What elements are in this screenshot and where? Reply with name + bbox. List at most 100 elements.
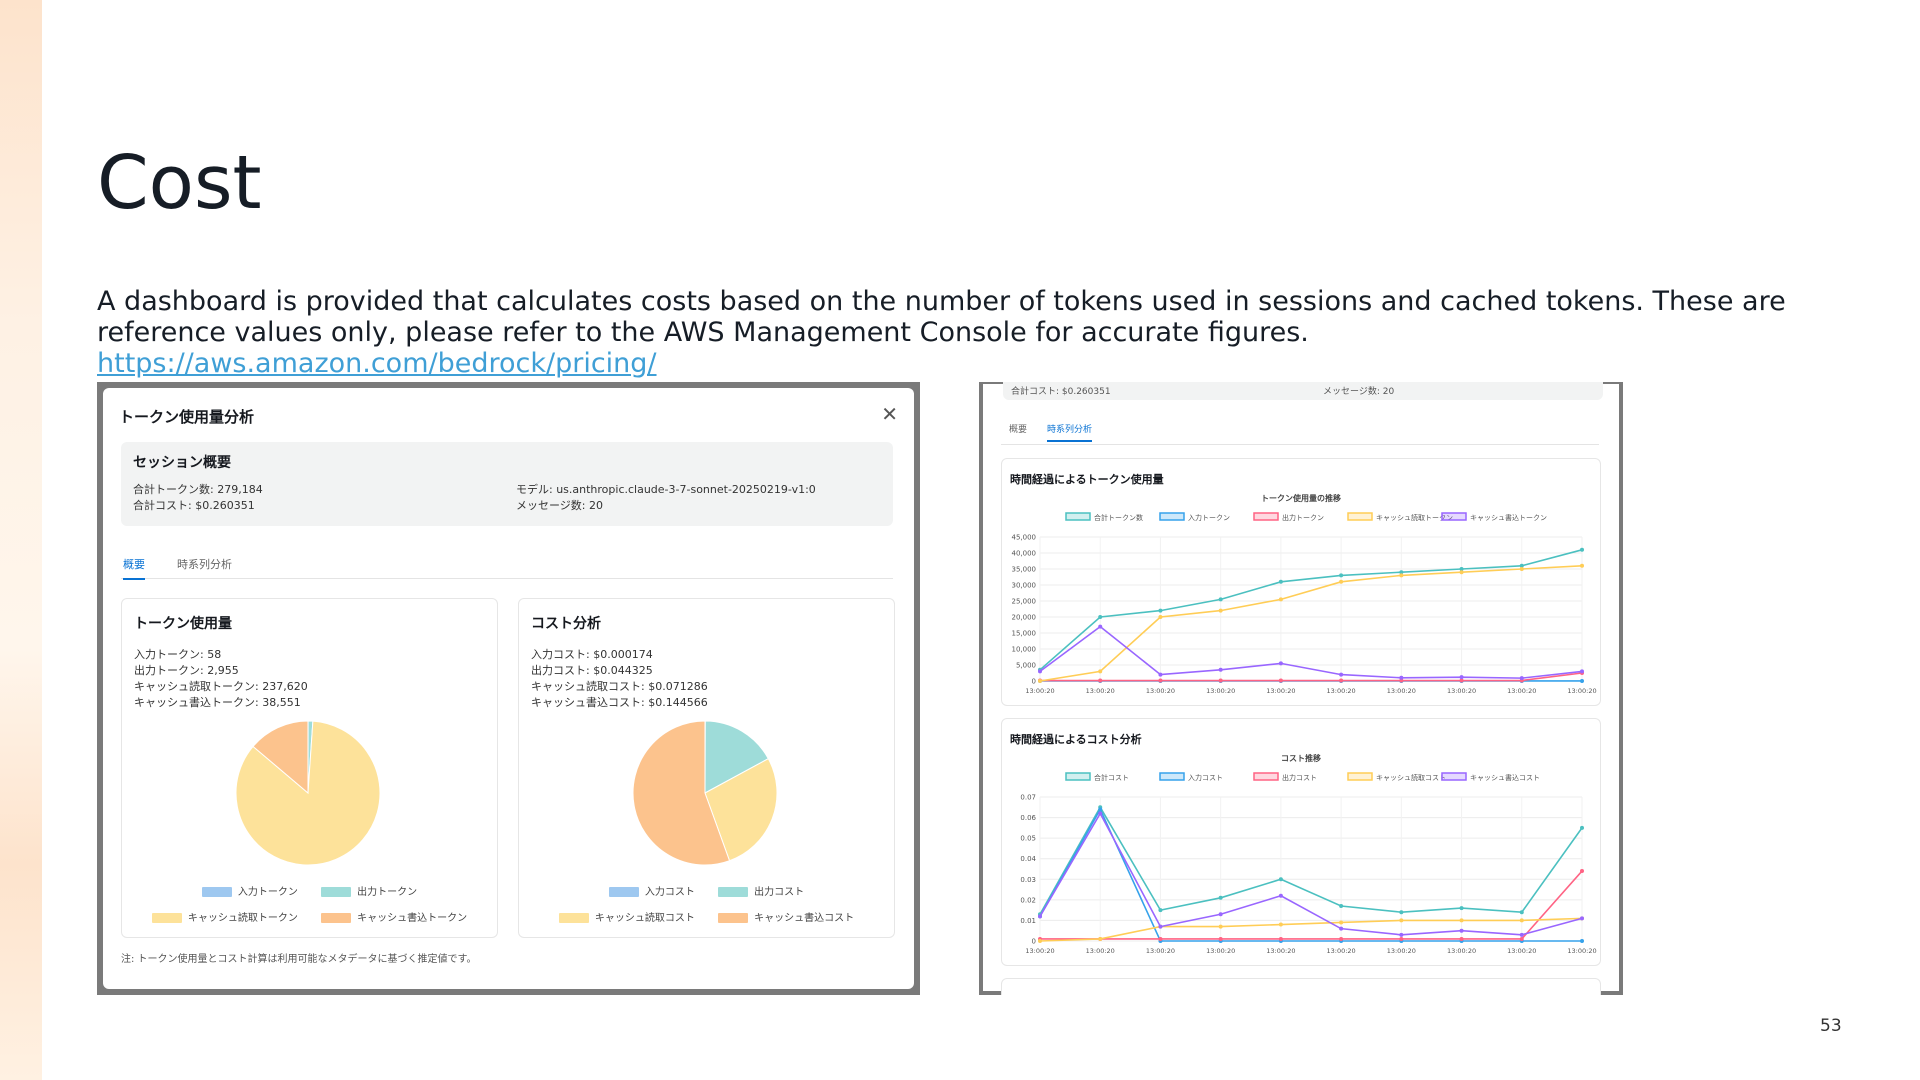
series-point xyxy=(1158,924,1163,929)
series-point xyxy=(1158,672,1163,677)
series-point xyxy=(1038,679,1042,683)
description-text: A dashboard is provided that calculates … xyxy=(97,286,1786,348)
legend-cache-read-cost[interactable]: キャッシュ読取コスト xyxy=(558,909,695,924)
tab-overview[interactable]: 概要 xyxy=(1009,425,1028,435)
series-point xyxy=(1278,579,1283,584)
series-line-0 xyxy=(1039,549,1583,671)
cost-pie-chart xyxy=(632,720,778,866)
series-point xyxy=(1218,678,1223,683)
legend-cache-write-tokens[interactable]: キャッシュ書込トークン xyxy=(321,909,467,924)
x-tick-label: 13:00:20 xyxy=(1327,687,1356,695)
pie-slice-3 xyxy=(252,720,309,795)
y-tick-label: 0.06 xyxy=(1020,814,1036,822)
svg-text:キャッシュ書込トークン: キャッシュ書込トークン xyxy=(1470,513,1547,522)
x-tick-label: 13:00:20 xyxy=(1387,687,1416,695)
series-point xyxy=(1459,567,1464,571)
x-tick-label: 13:00:20 xyxy=(1206,947,1235,955)
series-point xyxy=(1580,869,1584,874)
legend-item-4[interactable]: キャッシュ書込トークン xyxy=(1441,512,1547,522)
total-tokens: 合計トークン数: 279,184 xyxy=(133,483,263,496)
series-point xyxy=(1278,678,1283,683)
legend-input-cost[interactable]: 入力コスト xyxy=(608,883,695,898)
series-line-4 xyxy=(1039,625,1583,679)
series-line-4 xyxy=(1039,811,1583,936)
series-point xyxy=(1158,936,1163,941)
legend-item-4[interactable]: キャッシュ書込コスト xyxy=(1441,772,1540,782)
series-point xyxy=(1158,678,1163,683)
legend-output-tokens[interactable]: 出力トークン xyxy=(321,883,417,898)
x-tick-label: 13:00:20 xyxy=(1025,687,1054,695)
cache-write-cost: キャッシュ書込コスト: $0.144566 xyxy=(531,696,708,709)
x-tick-label: 13:00:20 xyxy=(1567,687,1596,695)
series-point xyxy=(1218,608,1223,613)
legend-item-2[interactable]: 出力コスト xyxy=(1253,772,1317,782)
legend-item-1[interactable]: 入力コスト xyxy=(1159,772,1223,782)
legend-swatch xyxy=(608,887,639,897)
legend-input-tokens[interactable]: 入力トークン xyxy=(201,883,298,898)
tab-overview[interactable]: 概要 xyxy=(123,556,145,580)
chart-title: コスト推移 xyxy=(1281,753,1321,763)
legend-item-2[interactable]: 出力トークン xyxy=(1253,512,1324,522)
y-tick-label: 0 xyxy=(1032,938,1036,946)
message-count: メッセージ数: 20 xyxy=(516,499,603,512)
clipped-message-count: メッセージ数: 20 xyxy=(1323,387,1395,397)
series-point xyxy=(1339,904,1344,909)
series-point xyxy=(1459,678,1464,683)
series-line-0 xyxy=(1039,805,1583,915)
legend-item-1[interactable]: 入力トークン xyxy=(1159,512,1230,522)
svg-text:出力トークン: 出力トークン xyxy=(1282,513,1324,522)
legend-item-3[interactable]: キャッシュ読取コスト xyxy=(1347,772,1446,782)
cache-read-cost: キャッシュ読取コスト: $0.071286 xyxy=(531,680,708,693)
series-point xyxy=(1580,678,1584,683)
session-summary: セッション概要 合計トークン数: 279,184 合計コスト: $0.26035… xyxy=(121,442,893,526)
series-point xyxy=(1278,936,1283,941)
legend-swatch xyxy=(718,913,749,923)
legend-swatch xyxy=(321,887,352,897)
y-tick-label: 25,000 xyxy=(1012,598,1037,606)
legend-output-cost[interactable]: 出力コスト xyxy=(718,883,804,898)
series-line-2 xyxy=(1040,870,1583,940)
series-point xyxy=(1098,807,1103,812)
legend-cache-write-cost[interactable]: キャッシュ書込コスト xyxy=(718,909,854,924)
series-point xyxy=(1038,914,1042,919)
close-icon[interactable]: ✕ xyxy=(881,402,898,426)
token-usage-panel: 時間経過によるトークン使用量 トークン使用量の推移 合計トークン数 入力トークン 出力… xyxy=(1001,458,1601,706)
pricing-link[interactable]: https://aws.amazon.com/bedrock/pricing/ xyxy=(97,348,657,379)
y-tick-label: 10,000 xyxy=(1012,646,1037,654)
svg-text:キャッシュ読取コスト: キャッシュ読取コスト xyxy=(1376,773,1446,782)
series-point xyxy=(1339,579,1344,584)
y-tick-label: 35,000 xyxy=(1012,566,1037,574)
series-line-3 xyxy=(1039,917,1583,942)
series-point xyxy=(1519,918,1524,923)
series-point xyxy=(1459,918,1464,923)
tab-timeseries[interactable]: 時系列分析 xyxy=(1047,422,1093,442)
series-point xyxy=(1339,920,1344,925)
token-card-title: トークン使用量 xyxy=(134,616,232,632)
series-point xyxy=(1580,669,1584,674)
svg-text:合計トークン数: 合計トークン数 xyxy=(1094,513,1143,522)
y-tick-label: 45,000 xyxy=(1012,534,1037,542)
screenshot-overview: トークン使用量分析 ✕ セッション概要 合計トークン数: 279,184 合計コ… xyxy=(97,382,920,995)
series-point xyxy=(1098,936,1103,941)
legend-cache-read-tokens[interactable]: キャッシュ読取トークン xyxy=(151,909,298,924)
footnote: 注: トークン使用量とコスト計算は利用可能なメタデータに基づく推定値です。 xyxy=(121,954,477,965)
y-tick-label: 30,000 xyxy=(1012,582,1037,590)
series-point xyxy=(1098,811,1103,816)
cache-read-tokens: キャッシュ読取トークン: 237,620 xyxy=(134,680,308,693)
x-tick-label: 13:00:20 xyxy=(1086,687,1115,695)
x-tick-label: 13:00:20 xyxy=(1507,947,1536,955)
legend-item-0[interactable]: 合計コスト xyxy=(1065,772,1129,782)
legend-item-3[interactable]: キャッシュ読取トークン xyxy=(1347,512,1453,522)
legend-swatch xyxy=(718,887,749,897)
series-point xyxy=(1580,939,1584,943)
legend-item-0[interactable]: 合計トークン数 xyxy=(1065,512,1143,522)
svg-text:キャッシュ読取トークン: キャッシュ読取トークン xyxy=(1376,513,1453,522)
svg-text:入力トークン: 入力トークン xyxy=(1188,513,1230,522)
tab-timeseries[interactable]: 時系列分析 xyxy=(177,558,232,571)
next-panel-clipped xyxy=(1001,978,1601,995)
input-cost: 入力コスト: $0.000174 xyxy=(531,648,653,661)
cost-card-title: コスト分析 xyxy=(531,616,601,632)
y-tick-label: 0.03 xyxy=(1020,876,1036,884)
series-point xyxy=(1218,936,1223,941)
